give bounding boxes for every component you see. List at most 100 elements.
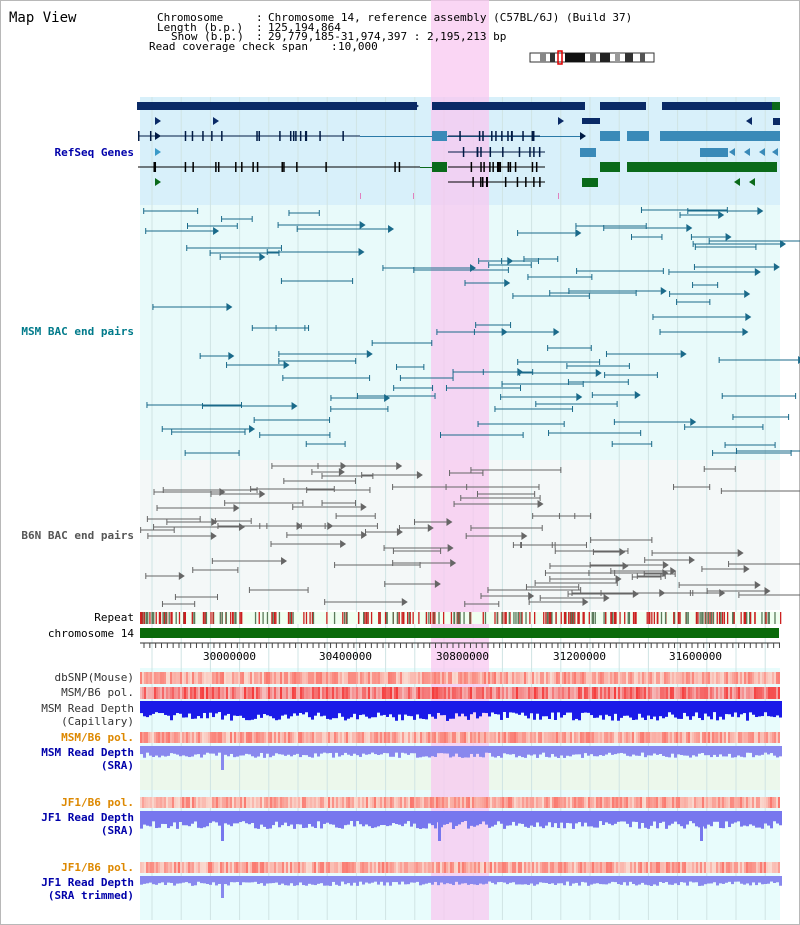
msm-depth-sra <box>656 746 659 755</box>
msm-b6-pol-heat <box>680 687 682 699</box>
msm-b6-pol-heat <box>298 687 300 699</box>
msm-b6-pol-heat <box>590 687 592 699</box>
msm-depth-sra <box>755 746 758 756</box>
dbsnp-heat <box>386 672 388 684</box>
jf1-depth-sra <box>341 811 344 829</box>
track-label-msm-b6-pol[interactable]: MSM/B6 pol. <box>61 686 134 699</box>
msm-depth-sra <box>182 746 185 756</box>
jf1-depth-sra <box>257 811 260 829</box>
jf1-depth-sra <box>497 811 500 822</box>
track-label-msm-b6-pol-2[interactable]: MSM/B6 pol. <box>61 731 134 744</box>
strand-arrow <box>759 148 765 156</box>
msm-depth-capillary <box>572 701 575 721</box>
msm-depth-sra <box>461 746 464 758</box>
jf1-b6-pol-heat <box>190 862 192 873</box>
msm-b6-pol-heat <box>238 687 240 699</box>
refseq-exon <box>480 162 482 172</box>
jf1-b6-pol-heat <box>628 862 630 873</box>
jf1-depth-trim <box>470 876 473 884</box>
jf1-depth-sra <box>164 811 167 825</box>
msm-b6-pol-heat <box>534 732 536 743</box>
b6n-bac-pair-end <box>662 561 669 569</box>
jf1-b6-pol-heat <box>720 862 722 873</box>
dbsnp-heat <box>728 672 730 684</box>
msm-b6-pol-heat <box>686 687 688 699</box>
track-label-msm-depth-sra-1[interactable]: MSM Read Depth <box>41 746 134 759</box>
track-label-msm-bac[interactable]: MSM BAC end pairs <box>21 325 134 338</box>
msm-b6-pol-heat <box>746 687 748 699</box>
jf1-depth-trim <box>701 876 704 886</box>
jf1-b6-pol-heat <box>258 862 260 873</box>
jf1-depth-trim <box>263 876 266 886</box>
msm-b6-pol-heat <box>382 687 384 699</box>
refseq-gene <box>582 118 600 124</box>
jf1-depth-sra <box>224 811 227 824</box>
jf1-depth-trim <box>515 876 518 885</box>
track-label-b6n-bac[interactable]: B6N BAC end pairs <box>21 529 134 542</box>
refseq-exon <box>539 177 541 187</box>
track-label-repeat[interactable]: Repeat <box>94 611 134 624</box>
jf1-b6-pol-heat <box>220 862 222 873</box>
msm-b6-pol-heat <box>370 687 372 699</box>
msm-depth-capillary <box>158 701 161 714</box>
repeat-element <box>364 612 366 624</box>
jf1-depth-sra <box>251 811 254 823</box>
msm-b6-pol-heat <box>322 687 324 699</box>
msm-depth-capillary <box>356 701 359 720</box>
msm-b6-pol-heat <box>206 687 208 699</box>
msm-b6-pol-heat <box>546 732 548 743</box>
refseq-gene <box>580 148 596 157</box>
msm-b6-pol-heat <box>538 732 540 743</box>
dbsnp-heat <box>356 672 358 684</box>
track-label-msm-depth-cap-1[interactable]: MSM Read Depth <box>41 702 134 715</box>
msm-b6-pol-heat <box>626 687 628 699</box>
msm-b6-pol-heat <box>714 687 716 699</box>
msm-bac-pair-end <box>259 253 266 261</box>
jf1-depth-sra <box>446 811 449 824</box>
jf1-b6-pol-heat <box>312 797 314 808</box>
msm-b6-pol-heat <box>584 732 586 743</box>
track-label-dbsnp[interactable]: dbSNP(Mouse) <box>54 671 134 684</box>
msm-depth-sra <box>572 746 575 755</box>
msm-b6-pol-heat <box>608 732 610 743</box>
jf1-depth-trim <box>776 876 779 883</box>
msm-depth-sra <box>398 746 401 758</box>
repeat-element <box>193 612 196 624</box>
jf1-b6-pol-heat <box>636 862 638 873</box>
repeat-element <box>504 612 506 624</box>
jf1-depth-trim <box>410 876 413 883</box>
msm-b6-pol-heat <box>326 732 328 743</box>
msm-depth-capillary <box>170 701 173 721</box>
msm-b6-pol-heat <box>624 732 626 743</box>
track-label-jf1-depth-sra-1[interactable]: JF1 Read Depth <box>41 811 134 824</box>
track-label-jf1-b6-pol-2[interactable]: JF1/B6 pol. <box>61 861 134 874</box>
jf1-b6-pol-heat <box>264 797 266 808</box>
repeat-element <box>551 612 553 624</box>
track-label-jf1-b6-pol[interactable]: JF1/B6 pol. <box>61 796 134 809</box>
msm-b6-pol-heat <box>340 687 342 699</box>
dbsnp-heat <box>378 672 380 684</box>
jf1-b6-pol-heat <box>280 862 282 873</box>
refseq-exon <box>492 162 494 172</box>
jf1-b6-pol-heat <box>564 797 566 808</box>
track-label-jf1-depth-trim-1[interactable]: JF1 Read Depth <box>41 876 134 889</box>
dbsnp-heat <box>460 672 462 684</box>
msm-b6-pol-heat <box>596 732 598 743</box>
dbsnp-heat <box>284 672 286 684</box>
jf1-depth-trim <box>299 876 302 883</box>
jf1-b6-pol-heat <box>570 862 572 873</box>
jf1-depth-sra <box>284 811 287 823</box>
msm-b6-pol-heat <box>228 732 230 743</box>
jf1-b6-pol-heat <box>538 797 540 808</box>
msm-depth-sra <box>185 746 188 757</box>
msm-depth-capillary <box>284 701 287 715</box>
track-label-refseq[interactable]: RefSeq Genes <box>54 146 134 159</box>
msm-depth-capillary <box>740 701 743 715</box>
msm-b6-pol-heat <box>148 687 150 699</box>
msm-b6-pol-heat <box>524 687 526 699</box>
axis-tick-label: 31200000 <box>553 650 606 663</box>
dbsnp-heat <box>240 672 242 684</box>
repeat-element <box>240 612 242 624</box>
jf1-b6-pol-heat <box>680 862 682 873</box>
